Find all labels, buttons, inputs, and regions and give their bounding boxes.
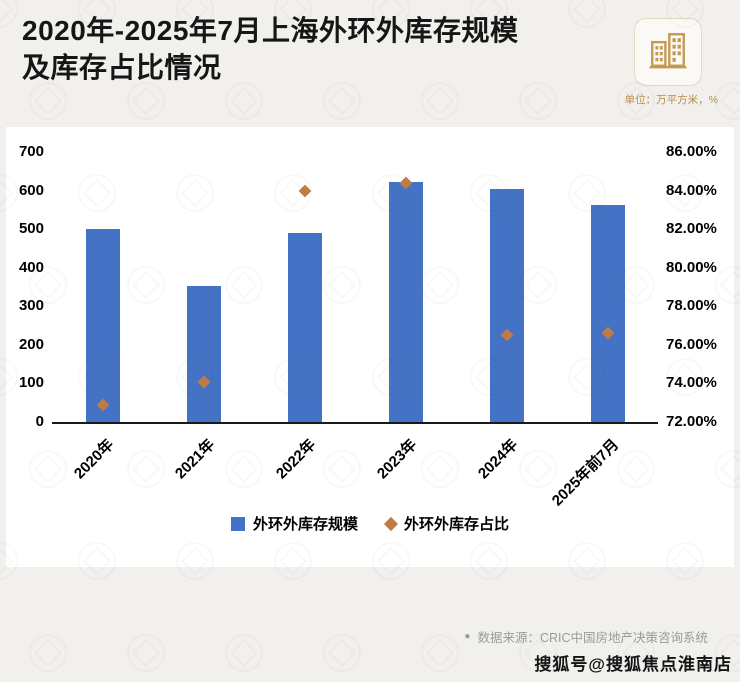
right-axis-tick: 86.00% bbox=[666, 143, 717, 160]
left-axis-tick: 400 bbox=[18, 258, 44, 276]
inventory-bar bbox=[85, 229, 120, 422]
axis-baseline bbox=[52, 422, 658, 424]
inventory-bar bbox=[590, 205, 625, 422]
left-axis-tick: 200 bbox=[18, 335, 44, 353]
building-icon bbox=[647, 29, 689, 76]
x-axis-label: 2023年 bbox=[373, 436, 420, 483]
chart-legend: 外环外库存规模 外环外库存占比 bbox=[6, 513, 734, 534]
inventory-bar bbox=[287, 233, 322, 422]
watermark-mark bbox=[323, 634, 361, 672]
watermark-mark bbox=[29, 82, 67, 120]
watermark-mark bbox=[29, 634, 67, 672]
watermark-mark bbox=[0, 0, 18, 28]
unit-note: 单位：万平方米，% bbox=[624, 94, 718, 106]
watermark-mark bbox=[127, 634, 165, 672]
right-axis-tick: 82.00% bbox=[666, 220, 717, 238]
x-axis-label: 2022年 bbox=[272, 436, 319, 483]
legend-bar-swatch-icon bbox=[230, 516, 245, 531]
right-axis-tick: 74.00% bbox=[666, 374, 717, 392]
legend-item-ratio: 外环外库存占比 bbox=[383, 513, 510, 534]
x-axis-label: 2025年前7月 bbox=[548, 436, 622, 510]
right-axis-tick: 72.00% bbox=[666, 413, 717, 430]
left-axis-tick: 0 bbox=[35, 413, 44, 430]
legend-diamond-swatch-icon bbox=[383, 516, 399, 531]
ratio-marker bbox=[298, 184, 311, 197]
inventory-bar bbox=[186, 286, 221, 422]
right-axis-tick: 84.00% bbox=[666, 181, 717, 199]
left-axis-tick: 700 bbox=[18, 143, 44, 160]
title-line-2: 及库存占比情况 bbox=[22, 52, 222, 83]
legend-label-inventory: 外环外库存规模 bbox=[252, 516, 358, 533]
inventory-bar bbox=[489, 188, 524, 422]
data-source: ● 数据来源：CRIC中国房地产决策咨询系统 bbox=[464, 627, 708, 646]
watermark-mark bbox=[421, 82, 459, 120]
watermark-mark bbox=[127, 82, 165, 120]
source-bullet-icon: ● bbox=[464, 630, 471, 642]
watermark-mark bbox=[225, 82, 263, 120]
left-axis-tick: 100 bbox=[18, 374, 44, 392]
logo-box bbox=[634, 18, 702, 86]
watermark-mark bbox=[421, 634, 459, 672]
right-axis-tick: 78.00% bbox=[666, 297, 717, 315]
left-axis-tick: 300 bbox=[18, 297, 44, 315]
right-axis-tick: 76.00% bbox=[666, 335, 717, 353]
watermark-mark bbox=[225, 634, 263, 672]
x-axis-label: 2024年 bbox=[474, 436, 521, 483]
watermark-mark bbox=[715, 82, 740, 120]
bottom-watermark: 搜狐号@搜狐焦点淮南店 bbox=[534, 655, 732, 674]
x-axis-label: 2021年 bbox=[171, 436, 218, 483]
left-axis-tick: 500 bbox=[18, 220, 44, 238]
chart-panel: 外环外库存规模 外环外库存占比 0 100 200 300 400 500 600 700 72… bbox=[6, 127, 734, 567]
right-axis-tick: 80.00% bbox=[666, 258, 717, 276]
legend-label-ratio: 外环外库存占比 bbox=[404, 516, 510, 533]
page-title: 2020年-2025年7月上海外环外库存规模 及库存占比情况 bbox=[22, 12, 602, 86]
watermark-mark bbox=[519, 82, 557, 120]
legend-item-inventory: 外环外库存规模 bbox=[230, 513, 358, 534]
title-line-1: 2020年-2025年7月上海外环外库存规模 bbox=[22, 15, 519, 46]
source-text: 数据来源：CRIC中国房地产决策咨询系统 bbox=[477, 631, 708, 645]
x-axis-label: 2020年 bbox=[70, 436, 117, 483]
inventory-bar bbox=[388, 182, 423, 422]
watermark-mark bbox=[323, 82, 361, 120]
left-axis-tick: 600 bbox=[18, 181, 44, 199]
